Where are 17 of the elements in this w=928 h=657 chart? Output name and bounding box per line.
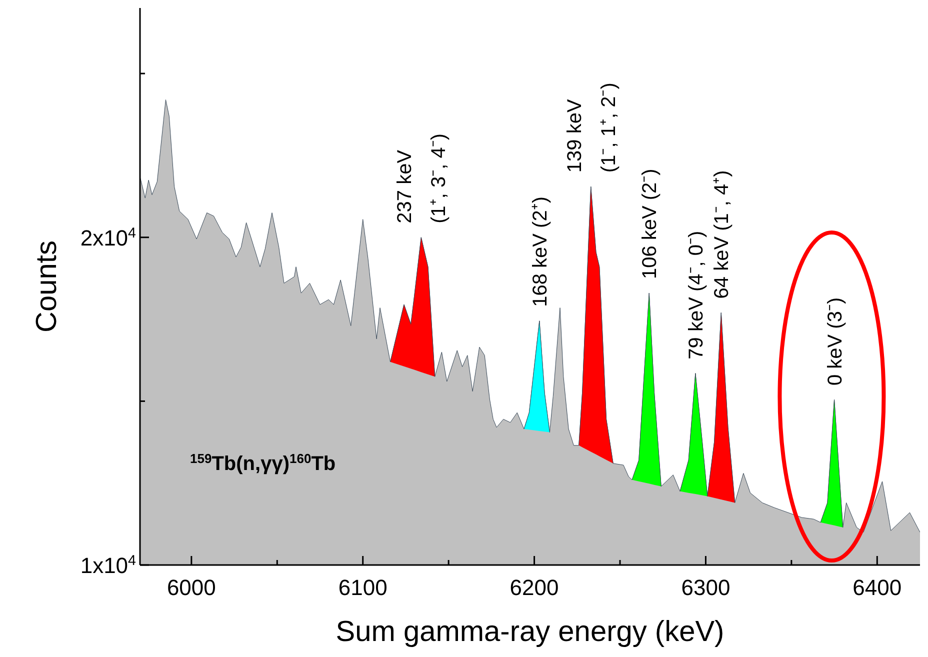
- annotation: 237 keV (1⁺, 3⁻, 4⁻): [394, 133, 450, 224]
- x-tick-label: 6300: [681, 575, 730, 600]
- x-tick-label: 6000: [166, 575, 216, 600]
- annotation: 106 keV (2⁻): [639, 168, 662, 280]
- annotation: 0 keV (3⁻): [824, 297, 846, 386]
- y-tick-label: 1x10$^{4}$: [80, 553, 136, 578]
- x-tick-label: 6400: [852, 575, 902, 600]
- y-axis-title: Counts: [31, 240, 63, 332]
- annotation: 139 keV (1⁻, 1⁺, 2⁻): [564, 82, 620, 173]
- x-tick-label: 6200: [510, 575, 559, 600]
- x-axis-title: Sum gamma-ray energy (keV): [336, 616, 724, 648]
- x-tick-label: 6100: [338, 575, 388, 600]
- annotation: $^{159}$Tb(n,γγ)$^{160}$Tb: [190, 450, 336, 475]
- annotation: 168 keV (2⁺): [529, 196, 552, 307]
- y-tick-label: 2x10$^{4}$: [80, 225, 136, 250]
- annotation: 64 keV (1⁻, 4⁺): [711, 170, 734, 299]
- annotation: 79 keV (4⁻, 0⁻): [685, 230, 708, 360]
